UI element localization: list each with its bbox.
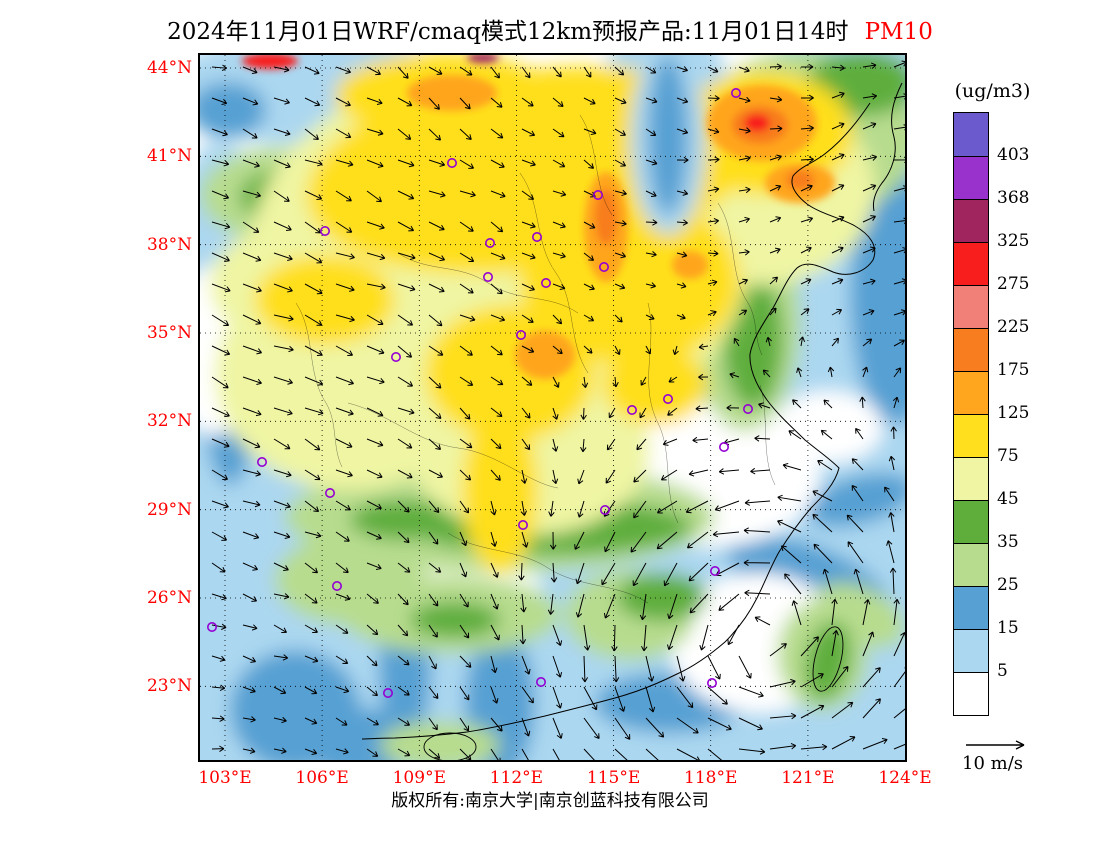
city-markers	[207, 87, 753, 698]
lon-label: 112°E	[489, 768, 544, 788]
lon-label: 109°E	[392, 768, 446, 788]
colorbar-tick: 368	[997, 188, 1030, 208]
colorbar-segment	[954, 672, 988, 715]
colorbar-segment	[954, 113, 988, 156]
lat-label: 29°N	[146, 499, 192, 520]
province-boundaries	[295, 114, 776, 604]
colorbar-tick: 125	[997, 403, 1030, 423]
page-title: 2024年11月01日WRF/cmaq模式12km预报产品:11月01日14时	[167, 19, 849, 45]
colorbar-tick: 225	[997, 317, 1030, 337]
colorbar-tick: 403	[997, 145, 1030, 165]
lon-label: 103°E	[198, 768, 252, 788]
forecast-map	[198, 53, 907, 762]
lon-label: 115°E	[586, 768, 641, 788]
lat-label: 44°N	[146, 58, 192, 78]
pollutant-label: PM10	[864, 19, 933, 45]
colorbar-tick: 15	[997, 618, 1019, 638]
wind-reference: 10 m/s	[935, 736, 1050, 774]
colorbar	[953, 112, 989, 716]
lat-label: 38°N	[146, 234, 192, 255]
lon-label: 121°E	[781, 768, 835, 788]
colorbar-segment	[954, 156, 988, 199]
colorbar-tick: 45	[997, 489, 1019, 509]
colorbar-segment	[954, 629, 988, 672]
colorbar-tick: 75	[997, 446, 1019, 466]
colorbar-segment	[954, 414, 988, 457]
colorbar-tick: 35	[997, 532, 1019, 552]
colorbar-unit: (ug/m3)	[954, 80, 1031, 102]
colorbar-segment	[954, 586, 988, 629]
wind-vectors	[211, 60, 905, 760]
colorbar-segment	[954, 199, 988, 242]
lon-label: 124°E	[878, 768, 932, 788]
lon-label: 106°E	[295, 768, 349, 788]
coastlines	[361, 82, 903, 760]
page-title-row: 2024年11月01日WRF/cmaq模式12km预报产品:11月01日14时 P…	[0, 12, 1100, 46]
lat-label: 32°N	[146, 411, 192, 432]
colorbar-tick: 175	[997, 360, 1030, 380]
colorbar-segment	[954, 328, 988, 371]
lat-label: 23°N	[146, 676, 192, 697]
colorbar-segment	[954, 543, 988, 586]
colorbar-tick: 5	[997, 661, 1008, 681]
wind-arrow-icon	[965, 740, 1024, 750]
colorbar-tick: 25	[997, 575, 1019, 595]
copyright-footer: 版权所有:南京大学|南京创蓝科技有限公司	[391, 791, 709, 811]
lon-label: 118°E	[684, 768, 738, 788]
lat-label: 35°N	[146, 323, 192, 343]
lat-label: 41°N	[146, 146, 192, 167]
colorbar-tick: 275	[997, 274, 1030, 294]
colorbar-segment	[954, 500, 988, 543]
colorbar-segment	[954, 242, 988, 285]
lat-label: 26°N	[146, 588, 192, 608]
colorbar-segment	[954, 457, 988, 500]
colorbar-tick: 325	[997, 231, 1030, 251]
colorbar-segment	[954, 371, 988, 414]
colorbar-segment	[954, 285, 988, 328]
pm10-hotspots	[242, 55, 835, 379]
wind-reference-label: 10 m/s	[962, 753, 1023, 774]
